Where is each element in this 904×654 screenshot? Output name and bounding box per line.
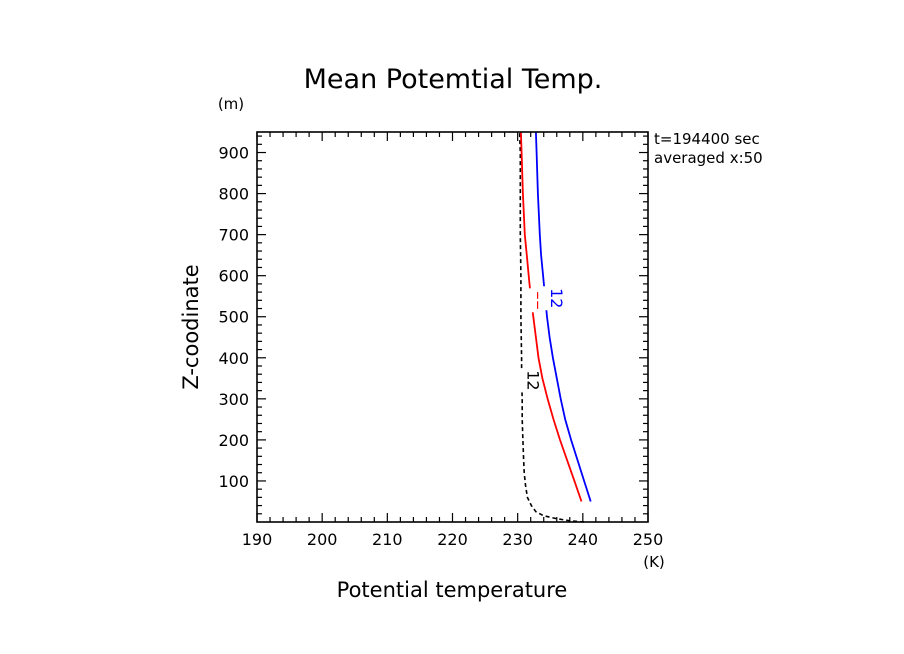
contour-label-bg [524, 288, 539, 313]
x-tick-label: 250 [633, 530, 664, 549]
contour-label-bg [514, 368, 529, 393]
averaging-annotation: averaged x:50 [654, 149, 763, 167]
series-line-3 [535, 131, 592, 502]
series-line-1 [518, 131, 585, 523]
y-tick-label: 100 [218, 472, 249, 491]
y-tick-label: 600 [218, 267, 249, 286]
y-tick-label: 800 [218, 185, 249, 204]
x-tick-label: 200 [307, 530, 338, 549]
y-axis-label: Z-coodinate [179, 264, 203, 389]
contour-label-bg [538, 286, 553, 311]
time-annotation: t=194400 sec [654, 130, 760, 148]
x-tick-label: 220 [437, 530, 468, 549]
x-tick-label: 210 [372, 530, 403, 549]
y-tick-label: 500 [218, 308, 249, 327]
x-axis-unit: (K) [643, 553, 665, 571]
contour-label: 12 [547, 288, 566, 308]
series-line-2 [520, 131, 583, 502]
plot-frame [256, 131, 649, 523]
y-tick-label: 200 [218, 431, 249, 450]
x-tick-label: 230 [502, 530, 533, 549]
x-tick-label: 190 [242, 530, 273, 549]
x-tick-label: 240 [568, 530, 599, 549]
axes-group [256, 131, 649, 523]
chart-title: Mean Potemtial Temp. [304, 64, 603, 95]
y-axis-unit: (m) [218, 95, 244, 113]
series-group [518, 131, 592, 523]
y-tick-label: 700 [218, 226, 249, 245]
contour-label: 12 [524, 370, 543, 390]
y-tick-label: 900 [218, 144, 249, 163]
tick-labels-group: 190 200 210 220 230 240 250 100 200 300 400 500 600 7… [218, 144, 663, 549]
y-tick-label: 400 [218, 349, 249, 368]
contour-labels-group: 121212 [514, 286, 566, 393]
x-axis-label: Potential temperature [337, 578, 568, 602]
y-tick-label: 300 [218, 390, 249, 409]
